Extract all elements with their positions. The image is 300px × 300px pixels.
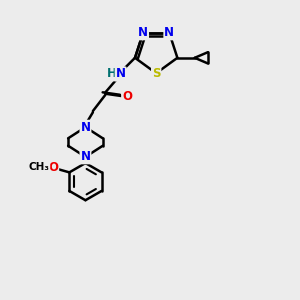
Text: O: O: [48, 161, 58, 174]
Text: N: N: [164, 26, 174, 39]
Text: N: N: [116, 68, 126, 80]
Text: CH₃: CH₃: [28, 162, 50, 172]
Text: H: H: [106, 68, 116, 80]
Text: S: S: [152, 67, 161, 80]
Text: N: N: [80, 121, 91, 134]
Text: N: N: [138, 26, 148, 39]
Text: N: N: [80, 150, 91, 164]
Text: O: O: [122, 90, 132, 103]
